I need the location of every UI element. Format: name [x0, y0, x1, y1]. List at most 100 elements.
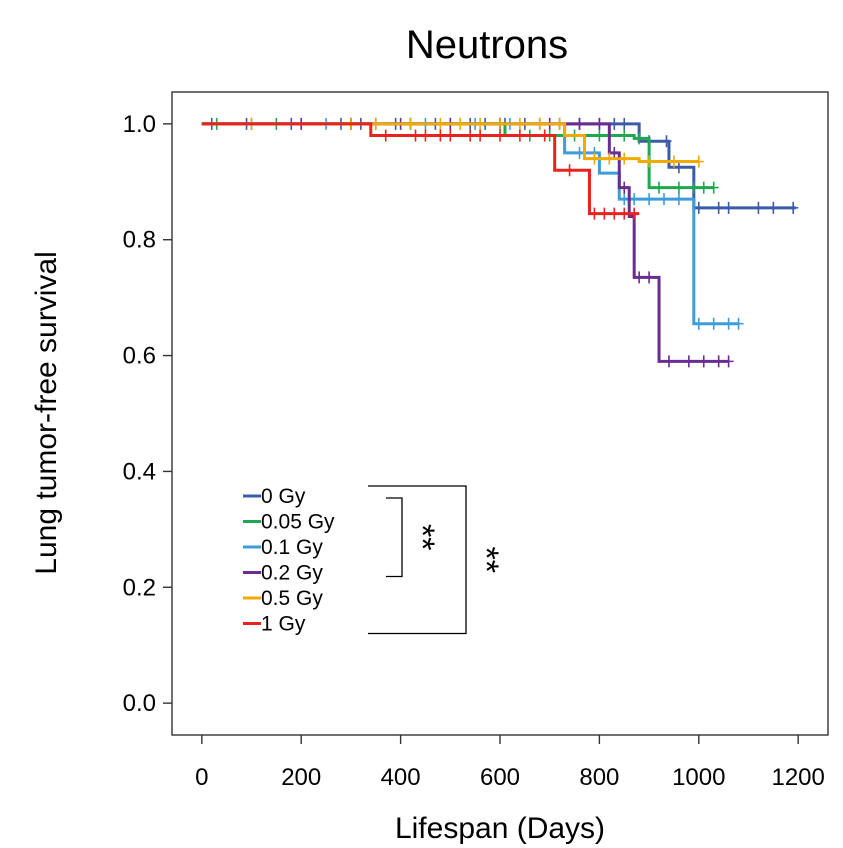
- series-0.2-gy: [201, 117, 734, 368]
- x-tick-label: 1000: [672, 764, 725, 791]
- censor-mark: [539, 129, 550, 142]
- censor-mark: [768, 201, 779, 214]
- x-tick-label: 400: [381, 764, 421, 791]
- censor-mark: [609, 117, 620, 130]
- legend-label: 0.2 Gy: [261, 562, 323, 585]
- censor-mark: [673, 161, 684, 174]
- censor-mark: [654, 181, 665, 194]
- censor-mark: [629, 207, 640, 220]
- censor-mark: [619, 193, 630, 206]
- censor-mark: [753, 201, 764, 214]
- censor-mark: [589, 152, 600, 165]
- censor-mark: [495, 129, 505, 142]
- censor-mark: [723, 201, 734, 214]
- censor-mark: [634, 132, 645, 145]
- censor-mark: [465, 129, 476, 142]
- censor-mark: [554, 117, 565, 130]
- censor-mark: [713, 355, 724, 368]
- censor-mark: [514, 117, 525, 130]
- legend-label: 0.1 Gy: [261, 536, 323, 559]
- censor-mark: [514, 129, 525, 142]
- x-tick-label: 800: [579, 764, 619, 791]
- y-axis: 0.0 0.2 0.4 0.6 0.8 1.0: [123, 111, 172, 717]
- censor-mark: [733, 317, 744, 330]
- series-0.5-gy: [201, 117, 704, 168]
- y-tick-label: 0.4: [123, 458, 156, 485]
- censor-mark: [475, 129, 486, 142]
- plot-frame: [171, 91, 829, 736]
- series-0.1-gy: [201, 117, 744, 330]
- censor-mark: [420, 129, 431, 142]
- censor-mark: [693, 155, 704, 168]
- censor-mark: [688, 181, 699, 194]
- censor-mark: [634, 271, 645, 284]
- censor-mark: [673, 193, 684, 206]
- censor-mark: [370, 117, 381, 130]
- censor-mark: [661, 135, 672, 148]
- y-tick-label: 0.8: [123, 227, 156, 254]
- x-axis-label: Lifespan (Days): [395, 812, 605, 845]
- y-tick-label: 1.0: [123, 111, 156, 138]
- censor-mark: [475, 117, 486, 130]
- censor-mark: [723, 317, 734, 330]
- x-axis: 0 200 400 600 800 1000 1200: [195, 735, 825, 791]
- censor-mark: [594, 117, 605, 130]
- censor-mark: [644, 193, 655, 206]
- censor-mark: [619, 207, 630, 220]
- censor-mark: [455, 117, 466, 130]
- censor-mark: [713, 201, 724, 214]
- censor-mark: [435, 117, 446, 130]
- censor-mark: [609, 146, 620, 159]
- censor-mark: [435, 129, 446, 142]
- censor-mark: [663, 355, 674, 368]
- censor-mark: [708, 317, 719, 330]
- survival-curve: [201, 122, 640, 216]
- x-tick-label: 1200: [771, 764, 824, 791]
- censor-mark: [410, 129, 421, 142]
- censor-mark: [405, 117, 416, 130]
- censor-mark: [619, 152, 630, 165]
- series-layer: [201, 117, 799, 368]
- legend: 0 Gy 0.05 Gy0.1 Gy 0.2 Gy0.5 Gy 1 Gy: [243, 485, 335, 636]
- significance-brackets: ** **: [368, 485, 505, 635]
- survival-curve: [201, 122, 699, 164]
- legend-label: 1 Gy: [261, 613, 306, 636]
- censor-mark: [619, 181, 630, 194]
- censor-mark: [629, 193, 640, 206]
- censor-mark: [380, 129, 391, 142]
- significance-label: **: [403, 524, 441, 550]
- chart-title: Neutrons: [406, 23, 568, 67]
- censor-mark: [788, 201, 799, 214]
- censor-mark: [445, 129, 456, 142]
- censor-mark: [589, 207, 600, 220]
- survival-curve: [201, 122, 714, 190]
- significance-bracket: [368, 485, 467, 635]
- legend-label: 0.5 Gy: [261, 587, 323, 610]
- censor-mark: [723, 355, 734, 368]
- censor-mark: [693, 317, 704, 330]
- survival-curve: [201, 122, 729, 363]
- censor-mark: [644, 271, 655, 284]
- censor-mark: [619, 117, 630, 130]
- censor-mark: [659, 193, 669, 206]
- censor-mark: [574, 146, 585, 159]
- significance-bracket: [386, 497, 403, 578]
- censor-mark: [594, 129, 605, 142]
- legend-label: 0.05 Gy: [261, 511, 335, 534]
- censor-mark: [609, 207, 620, 220]
- x-tick-label: 600: [480, 764, 520, 791]
- censor-mark: [693, 201, 704, 214]
- legend-label: 0 Gy: [261, 485, 306, 508]
- censor-mark: [708, 181, 719, 194]
- x-tick-label: 0: [195, 764, 208, 791]
- x-tick-label: 200: [281, 764, 321, 791]
- censor-mark: [683, 355, 694, 368]
- y-tick-label: 0.0: [123, 690, 156, 717]
- y-tick-label: 0.2: [123, 574, 156, 601]
- censor-mark: [564, 164, 575, 177]
- censor-mark: [698, 355, 709, 368]
- significance-label: **: [467, 547, 505, 573]
- censor-mark: [644, 155, 655, 168]
- censor-mark: [574, 117, 585, 130]
